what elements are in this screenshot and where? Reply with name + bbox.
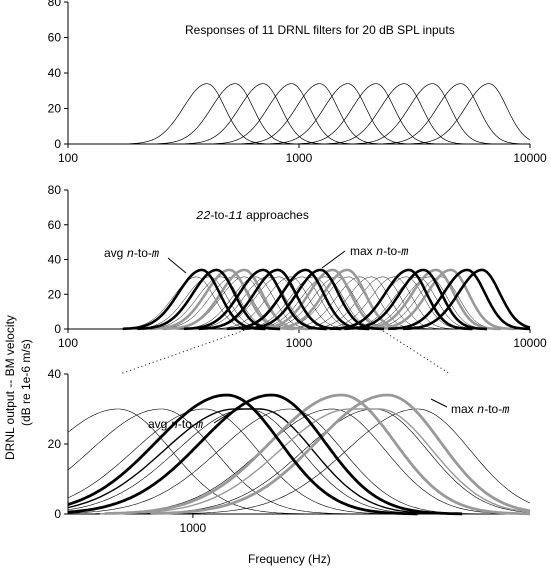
filter-curve bbox=[325, 83, 468, 145]
y-tick-label: 80 bbox=[48, 0, 62, 9]
avg-combined-curve bbox=[241, 268, 385, 331]
y-tick-label: 20 bbox=[48, 102, 62, 116]
avg-combined-curve bbox=[329, 268, 473, 331]
x-tick-label: 1000 bbox=[180, 521, 207, 535]
max-combined-curve bbox=[150, 393, 531, 515]
thin-filter-curve bbox=[67, 408, 351, 515]
filter-curve bbox=[128, 83, 271, 145]
x-tick-label: 10000 bbox=[513, 151, 547, 165]
thin-filter-curve bbox=[188, 276, 330, 330]
x-axis-label: Frequency (Hz) bbox=[248, 552, 331, 566]
y-tick-label: 0 bbox=[54, 507, 61, 521]
x-tick-label: 100 bbox=[58, 151, 78, 165]
bottom-panel: 0 20 40 1000 avg n-to-m max n-to-m bbox=[48, 367, 531, 535]
thin-filter-curve bbox=[67, 408, 307, 515]
middle-approaches-label: 22-to-11 approaches bbox=[196, 208, 309, 223]
middle-max-pointer bbox=[321, 250, 346, 269]
avg-combined-curve bbox=[226, 268, 370, 331]
bottom-x-axis: 1000 bbox=[180, 514, 207, 535]
bottom-max-label: max n-to-m bbox=[451, 402, 509, 417]
filter-curve bbox=[212, 83, 356, 145]
middle-avg-pointer bbox=[167, 257, 187, 274]
y-tick-label: 80 bbox=[48, 183, 62, 197]
avg-combined-curve bbox=[344, 268, 487, 331]
middle-filter-curves bbox=[117, 268, 531, 331]
filter-curve bbox=[297, 83, 440, 145]
avg-combined-curve bbox=[67, 393, 418, 516]
thin-filter-curve bbox=[361, 276, 504, 330]
top-x-axis: 100 1000 10000 bbox=[58, 144, 547, 165]
filter-curve bbox=[410, 83, 531, 145]
avg-combined-curve bbox=[67, 393, 463, 516]
y-tick-label: 40 bbox=[48, 367, 62, 381]
y-tick-label: 60 bbox=[48, 31, 62, 45]
middle-x-axis: 100 1000 10000 bbox=[58, 329, 547, 350]
filter-curve bbox=[240, 83, 384, 145]
thin-filter-curve bbox=[303, 276, 446, 330]
filter-curve bbox=[381, 83, 525, 145]
y-tick-label: 0 bbox=[54, 322, 61, 336]
x-tick-label: 1000 bbox=[286, 151, 313, 165]
thin-filter-curve bbox=[315, 276, 458, 330]
y-tick-label: 20 bbox=[48, 437, 62, 451]
thin-filter-curve bbox=[67, 408, 394, 515]
top-panel: 0 20 40 60 80 100 1000 10000 Responses of 11 D… bbox=[48, 0, 547, 165]
approach-mid: -to- bbox=[210, 208, 228, 222]
y-tick-label: 20 bbox=[48, 287, 62, 301]
approach-prefix: 22 bbox=[196, 209, 210, 223]
approach-suffix: approaches bbox=[243, 208, 309, 222]
max-combined-curve bbox=[268, 268, 411, 331]
y-tick-label: 60 bbox=[48, 218, 62, 232]
max-combined-curve bbox=[104, 393, 531, 516]
top-filter-curves bbox=[128, 83, 531, 145]
zoom-line-left bbox=[119, 328, 249, 375]
top-panel-title: Responses of 11 DRNL filters for 20 dB S… bbox=[185, 23, 455, 37]
y-tick-label: 0 bbox=[54, 137, 61, 151]
y-tick-label: 40 bbox=[48, 66, 62, 80]
approach-num: 11 bbox=[228, 209, 242, 223]
top-y-axis: 0 20 40 60 80 bbox=[48, 0, 68, 151]
y-axis-label-line2: (dB re 1e-6 m/s) bbox=[19, 339, 33, 426]
thin-filter-curve bbox=[211, 276, 354, 330]
thin-filter-curve bbox=[154, 276, 296, 330]
bottom-max-pointer bbox=[430, 398, 448, 408]
avg-combined-curve bbox=[122, 268, 266, 331]
x-tick-label: 1000 bbox=[286, 336, 313, 350]
x-tick-label: 100 bbox=[58, 336, 78, 350]
avg-plateau-curve bbox=[67, 408, 450, 515]
avg-combined-curve bbox=[388, 268, 530, 331]
avg-combined-curve bbox=[137, 268, 281, 331]
bottom-avg-pointer bbox=[213, 403, 245, 424]
middle-panel: 0 20 40 60 80 100 1000 10000 22-to-11 approach… bbox=[48, 183, 547, 350]
y-axis-label-line1: DRNL output -- BM velocity bbox=[3, 315, 17, 460]
avg-combined-curve bbox=[198, 268, 342, 331]
middle-max-label: max n-to-m bbox=[350, 244, 408, 259]
avg-combined-curve bbox=[402, 268, 531, 331]
middle-avg-label: avg n-to-m bbox=[104, 246, 159, 261]
filter-curve bbox=[268, 83, 412, 145]
bottom-filter-curves bbox=[67, 393, 531, 516]
bottom-avg-label: avg n-to-m bbox=[148, 417, 203, 432]
filter-curve bbox=[184, 83, 327, 145]
filter-curve bbox=[156, 83, 299, 145]
bottom-y-axis: 0 20 40 bbox=[48, 367, 68, 521]
filter-curve bbox=[353, 83, 497, 145]
avg-combined-curve bbox=[184, 268, 327, 331]
middle-y-axis: 0 20 40 60 80 bbox=[48, 183, 68, 336]
max-plateau-curve bbox=[99, 408, 531, 515]
y-tick-label: 40 bbox=[48, 253, 62, 267]
max-combined-curve bbox=[165, 268, 308, 331]
thin-filter-curve bbox=[180, 408, 531, 514]
thin-filter-curve bbox=[257, 276, 400, 330]
zoom-line-right bbox=[379, 328, 451, 375]
max-combined-curve bbox=[371, 268, 515, 331]
x-tick-label: 10000 bbox=[513, 336, 547, 350]
